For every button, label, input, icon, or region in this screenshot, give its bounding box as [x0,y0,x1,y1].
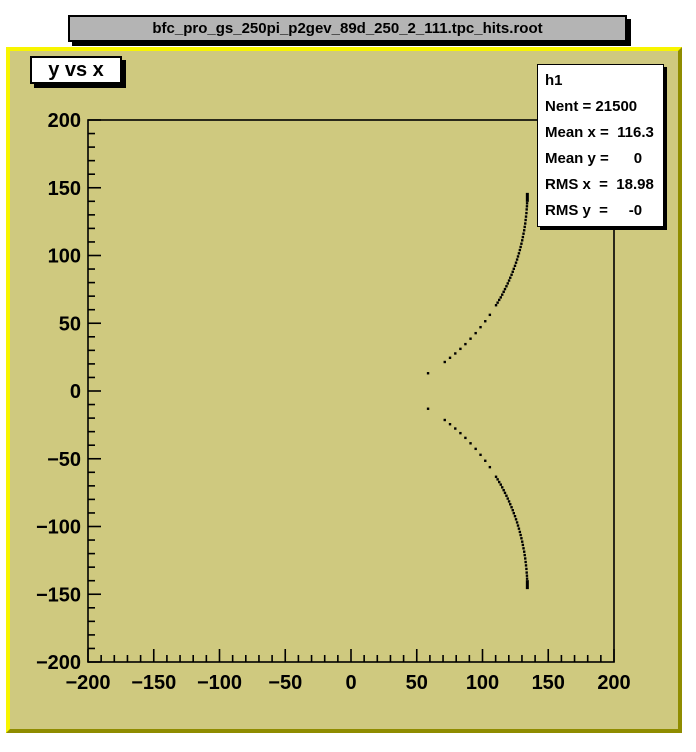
svg-text:200: 200 [597,672,630,694]
y-axis-ticks [88,119,101,663]
plot-frame: −200 −150 −100 −50 0 50 100 150 200−200−150−100−… [36,110,631,694]
plot-title-text: y vs x [48,58,104,81]
svg-text:200: 200 [48,110,81,132]
stats-entries: Nent = 21500 [545,97,642,115]
file-title-bar: bfc_pro_gs_250pi_p2gev_89d_250_2_111.tpc… [68,15,627,42]
svg-text:−100: −100 [197,672,242,694]
y-axis-labels: −200 −150 −100 −50 0 50 100 150 200 [36,110,81,674]
svg-text:−100: −100 [36,517,81,539]
tpc-track-upper [426,192,529,375]
svg-text:150: 150 [532,672,565,694]
x-axis-ticks [87,649,615,662]
tpc-track-lower [426,407,529,590]
stats-box[interactable]: h1 Nent = 21500 Mean x = 116.3 Mean y = … [537,64,664,227]
plot-title-box[interactable]: y vs x [30,56,122,84]
stats-hist-name: h1 [545,71,563,89]
stats-mean-x: Mean x = 116.3 [545,123,654,141]
svg-text:−50: −50 [268,672,302,694]
svg-text:50: 50 [59,313,81,335]
svg-text:−150: −150 [131,672,176,694]
stats-rms-y: RMS y = -0 [545,202,643,220]
root-canvas[interactable]: −200 −150 −100 −50 0 50 100 150 200 −200 −150 −100−… [6,47,682,733]
svg-text:−50: −50 [47,449,81,471]
svg-text:−150: −150 [36,584,81,606]
svg-text:150: 150 [48,178,81,200]
svg-text:100: 100 [48,246,81,268]
svg-text:0: 0 [345,672,356,694]
svg-text:0: 0 [70,381,81,403]
svg-text:50: 50 [406,672,428,694]
axes-frame [87,119,615,663]
stats-rms-x: RMS x = 18.98 [545,176,654,194]
svg-text:100: 100 [466,672,499,694]
svg-text:−200: −200 [65,672,110,694]
x-axis-labels: −200 −150 −100 −50 0 50 100 150 200 [65,672,630,694]
stats-mean-y: Mean y = 0 [545,150,643,168]
svg-text:−200: −200 [36,652,81,674]
file-title-text: bfc_pro_gs_250pi_p2gev_89d_250_2_111.tpc… [152,20,543,37]
